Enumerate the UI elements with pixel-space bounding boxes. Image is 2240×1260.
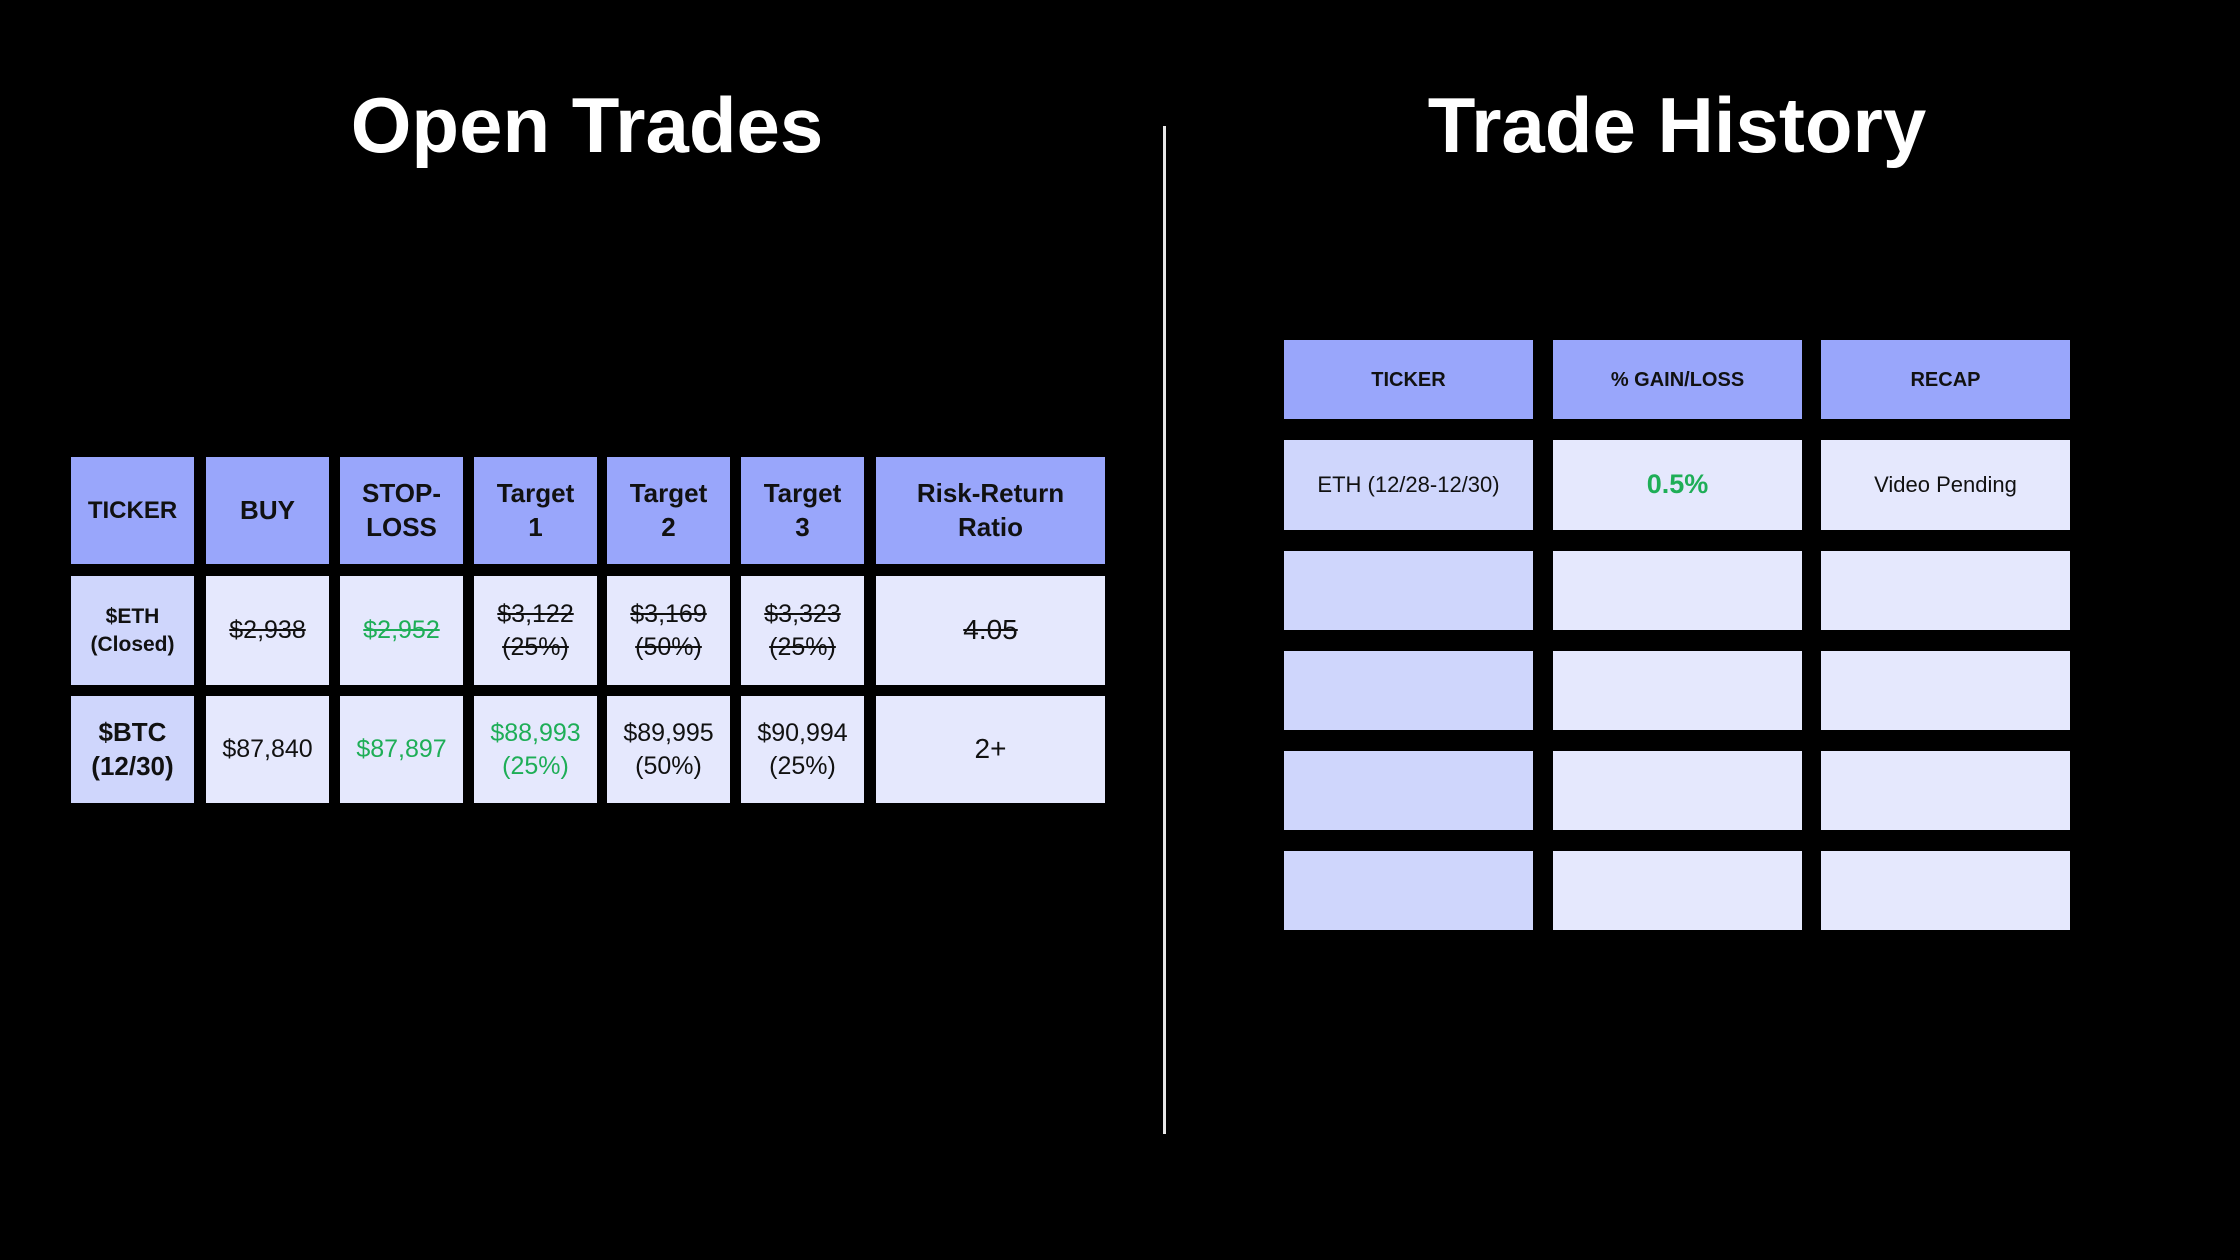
data-cell: $87,840 [206,696,329,803]
cell-text: TICKER [87,496,178,524]
empty-cell [1553,651,1802,730]
empty-cell [1284,651,1533,730]
data-cell: $ETH (Closed) [71,576,194,685]
cell-text: STOP-LOSS [362,477,441,542]
data-cell: ETH (12/28-12/30) [1284,440,1533,530]
cell-text: RECAP [1910,368,1981,391]
data-cell: $90,994 (25%) [741,696,864,803]
data-cell: $3,122 (25%) [474,576,597,685]
data-cell: $3,169 (50%) [607,576,730,685]
cell-text: ETH (12/28-12/30) [1317,471,1500,497]
cell-text: 0.5% [1646,469,1709,500]
open-trades-title: Open Trades [350,81,824,169]
data-cell: $2,938 [206,576,329,685]
cell-text: $ETH (Closed) [90,605,175,656]
data-cell: $89,995 (50%) [607,696,730,803]
trade-history-title: Trade History [1427,81,1927,169]
divider [1163,126,1166,1134]
data-cell: $2,952 [340,576,463,685]
header-cell: % GAIN/LOSS [1553,340,1802,419]
cell-text: % GAIN/LOSS [1610,368,1745,391]
cell-text: Risk-Return Ratio [916,477,1065,542]
header-cell: Target 2 [607,457,730,564]
empty-cell [1284,851,1533,930]
header-cell: TICKER [71,457,194,564]
empty-cell [1821,851,2070,930]
header-cell: BUY [206,457,329,564]
data-cell: $87,897 [340,696,463,803]
data-cell: $3,323 (25%) [741,576,864,685]
cell-text: $87,897 [356,735,447,764]
data-cell: 4.05 [876,576,1105,685]
cell-text: Video Pending [1874,471,2017,497]
cell-text: BUY [240,494,295,525]
cell-text: $88,993 (25%) [490,719,581,780]
header-cell: Target 1 [474,457,597,564]
header-cell: Risk-Return Ratio [876,457,1105,564]
header-cell: RECAP [1821,340,2070,419]
empty-cell [1821,751,2070,830]
cell-text: $3,169 (50%) [630,600,707,661]
cell-text: $BTC (12/30) [91,716,174,781]
header-cell: STOP-LOSS [340,457,463,564]
cell-text: $87,840 [222,735,313,764]
empty-cell [1553,551,1802,630]
empty-cell [1284,751,1533,830]
data-cell: Video Pending [1821,440,2070,530]
empty-cell [1821,551,2070,630]
cell-text: TICKER [1371,368,1446,391]
data-cell: 2+ [876,696,1105,803]
cell-text: Target 3 [763,477,842,542]
empty-cell [1284,551,1533,630]
cell-text: $3,122 (25%) [497,600,574,661]
cell-text: 4.05 [963,614,1018,646]
cell-text: $90,994 (25%) [757,719,848,780]
empty-cell [1821,651,2070,730]
cell-text: $2,952 [363,616,440,645]
header-cell: Target 3 [741,457,864,564]
data-cell: $BTC (12/30) [71,696,194,803]
header-cell: TICKER [1284,340,1533,419]
cell-text: $3,323 (25%) [764,600,841,661]
cell-text: $89,995 (50%) [623,719,714,780]
cell-text: Target 1 [496,477,575,542]
cell-text: $2,938 [229,616,306,645]
cell-text: Target 2 [629,477,708,542]
cell-text: 2+ [974,733,1007,765]
empty-cell [1553,851,1802,930]
data-cell: 0.5% [1553,440,1802,530]
empty-cell [1553,751,1802,830]
data-cell: $88,993 (25%) [474,696,597,803]
